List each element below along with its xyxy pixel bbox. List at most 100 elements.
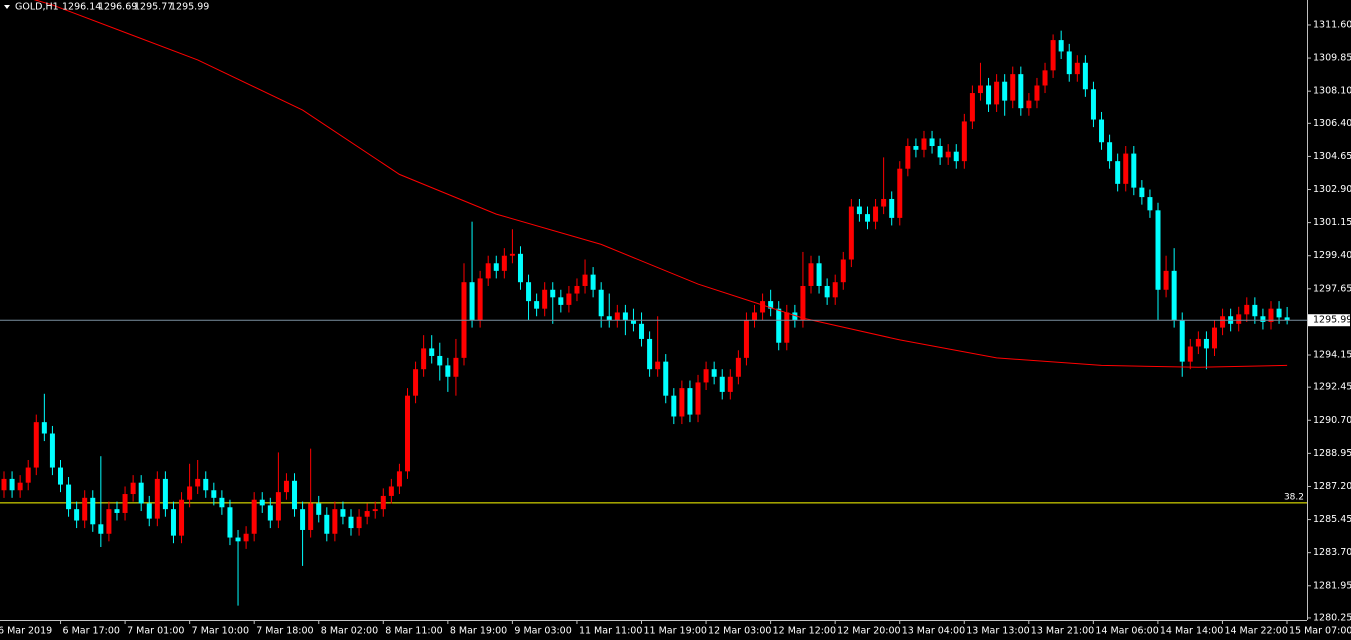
candle-body: [187, 486, 193, 500]
candle-body: [275, 492, 281, 521]
moving-average: [33, 0, 1288, 368]
candle-body: [340, 509, 346, 517]
candle-body: [526, 282, 532, 302]
candle-body: [582, 274, 588, 286]
candle-body: [332, 509, 338, 534]
candle-body: [663, 361, 669, 396]
candle-body: [1099, 119, 1105, 143]
candle-body: [9, 478, 15, 491]
candle-body: [897, 168, 903, 218]
y-tick-label: 1301.15: [1313, 217, 1351, 228]
candle-body: [1074, 62, 1080, 75]
candle-body: [25, 467, 31, 483]
header-close: 1295.99: [170, 2, 209, 13]
header-high: 1296.69: [98, 2, 137, 13]
candle-body: [259, 499, 265, 506]
candle-body: [509, 253, 515, 256]
candle-body: [146, 503, 152, 519]
candle-body: [1018, 74, 1024, 109]
candle-body: [1252, 304, 1258, 317]
candle-body: [283, 480, 289, 493]
candle-body: [1195, 338, 1201, 347]
x-tick-label: 8 Mar 11:00: [385, 626, 442, 637]
candle-body: [695, 382, 701, 415]
y-tick-label: 1309.85: [1313, 53, 1351, 64]
candle-body: [396, 471, 402, 487]
candle-body: [122, 494, 128, 513]
candle-body: [719, 376, 725, 392]
candle-body: [1212, 327, 1217, 349]
candle-body: [953, 151, 959, 162]
candle-body: [1066, 51, 1072, 75]
candle-body: [752, 312, 758, 321]
x-tick-label: 8 Mar 19:00: [450, 626, 507, 637]
candle-body: [977, 85, 983, 94]
candle-body: [832, 282, 838, 298]
x-tick-label: 13 Mar 21:00: [1031, 626, 1094, 637]
candle-body: [727, 376, 733, 392]
candle-body: [162, 478, 168, 510]
candle-body: [179, 499, 185, 536]
x-tick-label: 9 Mar 03:00: [514, 626, 571, 637]
x-tick-label: 6 Mar 2019: [0, 626, 52, 637]
price-tag-label: 1295.99: [1313, 315, 1351, 326]
candle-body: [292, 480, 298, 510]
candle-body: [235, 537, 241, 542]
x-tick-label: 11 Mar 11:00: [579, 626, 642, 637]
candle-body: [598, 289, 604, 317]
candle-body: [550, 289, 556, 298]
candle-body: [445, 365, 451, 377]
candle-body: [784, 312, 790, 343]
candle-body: [776, 308, 782, 343]
header-arrow: [4, 5, 10, 9]
candle-body: [74, 509, 80, 521]
candle-body: [711, 369, 717, 377]
candle-body: [227, 507, 233, 538]
candle-body: [477, 278, 483, 321]
candle-body: [1260, 316, 1266, 322]
candle-body: [1058, 40, 1064, 52]
candle-body: [380, 495, 386, 510]
candle-body: [873, 206, 879, 222]
candle-body: [542, 289, 548, 309]
candle-body: [251, 499, 257, 534]
candle-body: [622, 312, 628, 321]
candle-body: [590, 274, 596, 290]
candle-body: [98, 524, 104, 534]
y-tick-label: 1288.95: [1313, 448, 1351, 459]
x-tick-label: 8 Mar 02:00: [321, 626, 378, 637]
candle-body: [1179, 320, 1185, 362]
x-tick-label: 13 Mar 04:00: [902, 626, 965, 637]
candle-body: [921, 138, 927, 150]
x-tick-label: 14 Mar 22:00: [1224, 626, 1287, 637]
candle-body: [1026, 100, 1032, 109]
candle-body: [929, 138, 935, 147]
candle-body: [824, 285, 830, 298]
y-tick-label: 1302.90: [1313, 184, 1351, 195]
candle-body: [1, 478, 7, 491]
candle-body: [485, 263, 491, 279]
candle-body: [267, 505, 273, 521]
y-tick-label: 1280.25: [1313, 612, 1351, 623]
candle-body: [453, 357, 459, 377]
candle-body: [106, 509, 112, 534]
fib-label: 38.2: [1284, 492, 1304, 502]
x-tick-label: 12 Mar 03:00: [708, 626, 771, 637]
candle-body: [881, 198, 887, 207]
candle-body: [792, 312, 798, 321]
candle-body: [388, 486, 394, 496]
x-tick-label: 11 Mar 19:00: [644, 626, 707, 637]
candle-body: [1139, 187, 1145, 198]
candle-body: [1123, 153, 1129, 184]
candle-body: [1042, 70, 1048, 86]
candle-body: [679, 388, 685, 417]
candle-body: [1002, 81, 1008, 101]
candle-body: [558, 297, 564, 305]
candle-body: [1268, 308, 1274, 322]
candle-body: [800, 285, 806, 321]
candle-body: [66, 484, 72, 510]
candle-body: [348, 516, 354, 529]
candle-body: [316, 503, 322, 515]
candle-body: [1082, 62, 1088, 90]
x-tick-label: 12 Mar 20:00: [837, 626, 900, 637]
